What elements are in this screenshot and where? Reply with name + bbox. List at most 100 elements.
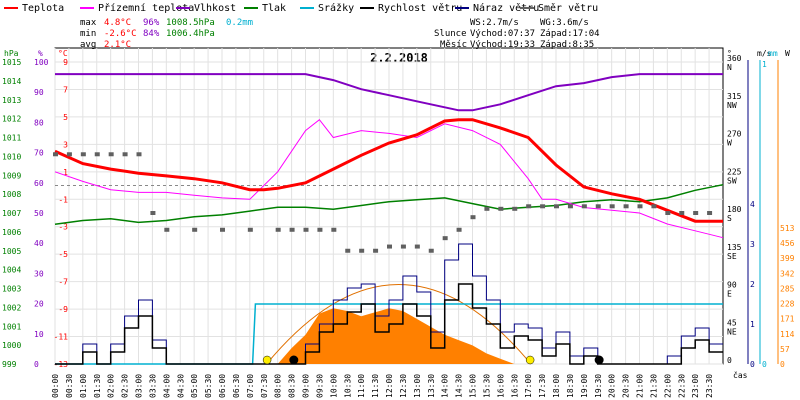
legend-item: Náraz větru	[455, 1, 539, 15]
x-tick-label: 11:00	[357, 374, 366, 398]
y-tick-pressure: 1005	[2, 247, 21, 256]
x-tick-label: 04:30	[176, 374, 185, 398]
wind-direction-marker	[484, 206, 490, 211]
y-tick-pressure: 1011	[2, 134, 21, 143]
y-tick-pressure: 1002	[2, 303, 21, 312]
x-tick-label: 14:00	[441, 374, 450, 398]
unit-w: W	[785, 49, 790, 58]
x-tick-label: 00:30	[65, 374, 74, 398]
x-tick-label: 11:30	[371, 374, 380, 398]
wind-direction-marker	[94, 152, 100, 157]
legend-item: Srážky	[300, 1, 354, 15]
wind-direction-marker	[637, 204, 643, 209]
stat-min-hum: 84%	[143, 29, 160, 39]
y-tick-humidity: 40	[34, 239, 44, 248]
y-tick-radiation: 228	[780, 300, 795, 309]
stat-max-rain: 0.2mm	[226, 18, 254, 28]
y-tick-temp: -5	[58, 250, 68, 259]
wind-direction-marker	[136, 152, 142, 157]
y-tick-direction: 360	[727, 54, 742, 63]
stat-avg-label: avg	[80, 40, 97, 50]
y-tick-pressure: 1000	[2, 341, 21, 350]
y-tick-direction-name: W	[727, 139, 732, 148]
x-tick-label: 06:30	[232, 374, 241, 398]
legend-swatch	[80, 7, 94, 9]
x-tick-label: 02:30	[121, 374, 130, 398]
x-tick-label: 19:00	[580, 374, 589, 398]
wind-direction-marker	[345, 248, 351, 253]
wind-direction-marker	[623, 204, 629, 209]
legend-item: Tlak	[244, 1, 286, 15]
y-tick-radiation: 171	[780, 315, 795, 324]
x-tick-label: 17:30	[538, 374, 547, 398]
y-tick-pressure: 1007	[2, 209, 21, 218]
stat-max-press: 1008.5hPa	[166, 18, 215, 28]
y-tick-direction-name: E	[727, 290, 732, 299]
wind-direction-marker	[470, 215, 476, 220]
x-tick-label: 12:30	[399, 374, 408, 398]
wind-direction-marker	[192, 227, 198, 232]
wind-direction-marker	[108, 152, 114, 157]
wind-wg: WG:3.6m/s	[540, 18, 589, 28]
x-tick-label: 09:00	[302, 374, 311, 398]
x-tick-label: 12:00	[385, 374, 394, 398]
y-tick-radiation: 57	[780, 345, 790, 354]
moonrise-marker	[594, 355, 604, 365]
wind-direction-marker	[303, 227, 309, 232]
x-tick-label: 18:30	[566, 374, 575, 398]
x-tick-label: 01:00	[79, 374, 88, 398]
y-tick-pressure: 1009	[2, 171, 21, 180]
stat-max-label: max	[80, 18, 97, 28]
x-tick-label: 07:30	[260, 374, 269, 398]
y-tick-direction: 180	[727, 205, 742, 214]
y-tick-pressure: 1010	[2, 152, 21, 161]
legend-label: Rychlost větru	[378, 2, 463, 14]
x-tick-label: 07:00	[246, 374, 255, 398]
x-tick-label: 18:00	[552, 374, 561, 398]
y-tick-humidity: 0	[34, 360, 39, 369]
moon-label: Měsíc	[440, 40, 468, 50]
y-tick-wind: 4	[750, 200, 755, 209]
stat-avg-temp: 2.1°C	[104, 40, 132, 50]
series-radiation	[277, 308, 515, 364]
y-tick-temp: -9	[58, 305, 68, 314]
stat-min-label: min	[80, 29, 97, 39]
wind-direction-marker	[581, 204, 587, 209]
x-tick-label: 01:30	[93, 374, 102, 398]
y-tick-direction-name: S	[727, 214, 732, 223]
sunrise-marker	[262, 355, 272, 365]
y-tick-direction: 315	[727, 92, 742, 101]
y-tick-radiation: 513	[780, 224, 795, 233]
unit-time: čas	[733, 370, 748, 380]
y-tick-radiation: 0	[780, 360, 785, 369]
wind-direction-marker	[66, 152, 72, 157]
y-tick-radiation: 399	[780, 254, 795, 263]
wind-direction-marker	[80, 152, 86, 157]
stat-max-temp: 4.8°C	[104, 18, 132, 28]
legend-label: Vlhkost	[194, 2, 237, 14]
legend-item: Přízemní teplota	[80, 1, 194, 15]
y-tick-temp: 1	[63, 168, 68, 177]
wind-direction-marker	[526, 204, 532, 209]
wind-direction-marker	[567, 204, 573, 209]
wind-direction-marker	[554, 204, 559, 209]
wind-direction-marker	[456, 227, 462, 232]
y-tick-radiation: 285	[780, 284, 795, 293]
y-tick-pressure: 1001	[2, 322, 21, 331]
series-pressure	[54, 183, 724, 226]
wind-direction-marker	[275, 227, 281, 232]
y-tick-direction: 0	[727, 356, 732, 365]
wind-direction-marker	[289, 227, 295, 232]
wind-direction-marker	[428, 248, 434, 253]
y-tick-pressure: 1015	[2, 58, 21, 67]
legend-swatch	[4, 7, 18, 9]
wind-direction-marker	[609, 204, 615, 209]
y-tick-wind: 2	[750, 280, 755, 289]
unit-pct: %	[38, 49, 43, 58]
y-tick-pressure: 1012	[2, 115, 21, 124]
y-tick-direction: 225	[727, 167, 742, 176]
y-tick-humidity: 90	[34, 88, 44, 97]
legend-swatch	[300, 7, 314, 9]
x-tick-label: 23:30	[705, 374, 714, 398]
y-tick-wind: 0	[750, 360, 755, 369]
